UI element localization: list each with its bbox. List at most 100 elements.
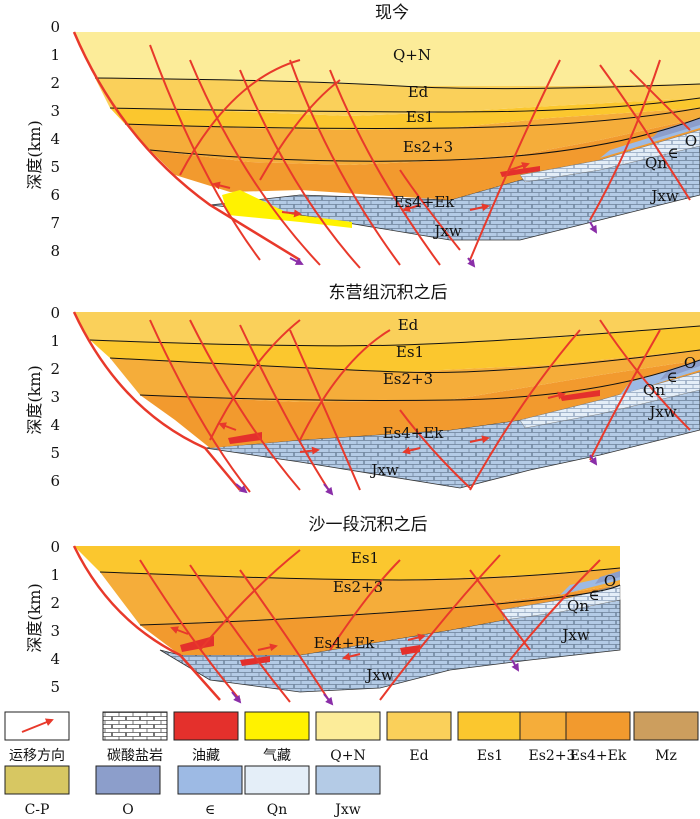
tick-label: 3 (50, 102, 60, 120)
jxw-basement (209, 134, 700, 241)
layer-es1 (74, 546, 620, 580)
legend-item: Qn (244, 765, 310, 818)
unit-label: Ed (398, 316, 419, 334)
legend-swatch (565, 711, 631, 741)
layer-qn (519, 129, 700, 183)
legend-label: 气藏 (263, 748, 291, 764)
horizon (124, 107, 700, 129)
layer-es4 (140, 360, 700, 448)
legend-item: 碳酸盐岩 (102, 711, 168, 764)
migration-arrow (212, 181, 231, 190)
migration-arrow (407, 633, 426, 642)
unit-label: Qn (643, 381, 665, 399)
unit-label: Ed (408, 83, 429, 101)
legend-label: Ed (409, 748, 428, 764)
unit-label: Es2+3 (403, 138, 453, 156)
unit-label: Es4+Ek (314, 634, 376, 652)
horizon (109, 349, 700, 374)
unit-label: ∈ (666, 368, 677, 386)
unit-label: Jxw (560, 626, 589, 644)
tick-label: 4 (50, 130, 60, 148)
tick-label: 5 (50, 158, 60, 176)
unit-label: Es2+3 (383, 370, 433, 388)
panel-title: 东营组沉积之后 (329, 283, 448, 303)
layer-es23 (110, 350, 700, 402)
tick-label: 0 (50, 304, 60, 322)
migration-arrow (170, 626, 189, 635)
legend-swatch (173, 711, 239, 741)
legend-item: O (95, 765, 161, 818)
legend-label: Mz (655, 748, 677, 764)
legend-label: 碳酸盐岩 (107, 748, 163, 764)
migration-arrows (212, 162, 530, 218)
horizon (99, 567, 621, 581)
down-arrows (289, 221, 598, 268)
layer-es4 (140, 585, 620, 655)
migration-arrow (509, 162, 530, 171)
unit-label: Jxw (369, 461, 398, 479)
tick-label: 5 (50, 678, 60, 696)
unit-label: O (684, 354, 696, 372)
legend-item: Q+N (315, 711, 381, 764)
oil-reservoir (228, 432, 262, 444)
unit-label: ∈ (588, 586, 599, 604)
legend-label: ∈ (205, 802, 215, 818)
migration-arrows (170, 626, 426, 661)
layer-es4 (150, 118, 700, 200)
panel-3: 沙一段沉积之后 0 1 2 3 4 5 深度(km) (25, 515, 621, 706)
tick-label: 2 (50, 74, 60, 92)
tick-label: 4 (50, 650, 60, 668)
boundary-fault (72, 31, 301, 262)
y-axis-label: 深度(km) (25, 365, 44, 434)
oil-reservoir (400, 645, 420, 655)
panel-2: 东营组沉积之后 0 1 2 3 4 5 6 深度(km) (25, 283, 700, 496)
down-arrows (231, 659, 520, 706)
layer-qn-strat (74, 32, 700, 86)
legend-label: Es2+3 (529, 748, 576, 764)
migration-arrow (469, 203, 490, 212)
tick-label: 8 (50, 242, 60, 260)
layer-es23 (125, 108, 700, 165)
legend-label: Q+N (330, 748, 365, 764)
legend-swatch (177, 765, 243, 795)
unit-label: Jxw (432, 222, 461, 240)
horizon (94, 77, 700, 90)
panel-title: 沙一段沉积之后 (309, 515, 428, 535)
legend-item: Es4+Ek (565, 711, 631, 764)
migration-arrow (299, 446, 320, 455)
boundary-fault (72, 545, 221, 701)
legend-item: Jxw (315, 765, 381, 818)
down-arrows (235, 454, 598, 496)
legend-swatch (244, 765, 310, 795)
unit-label: Q+N (393, 46, 431, 64)
unit-label: Jxw (647, 403, 676, 421)
legend-swatch (4, 765, 70, 795)
unit-label: O (685, 132, 697, 150)
legend-label: Jxw (333, 802, 361, 818)
y-ticks: 0 1 2 3 4 5 6 (50, 304, 60, 490)
legend-item: Es1 (457, 711, 523, 764)
unit-label: Jxw (364, 666, 393, 684)
legend-item: Mz (633, 711, 699, 764)
layer-es1 (90, 326, 700, 372)
tick-label: 2 (50, 360, 60, 378)
tick-label: 2 (50, 594, 60, 612)
faults (139, 549, 601, 703)
legend-swatch (102, 711, 168, 741)
boundary-fault (72, 311, 241, 491)
migration-arrows (218, 391, 566, 455)
panel-title: 现今 (375, 3, 409, 23)
horizon (109, 97, 700, 113)
tick-label: 5 (50, 444, 60, 462)
y-ticks: 0 1 2 3 4 5 6 7 8 (50, 18, 60, 260)
legend-label: Es4+Ek (570, 748, 627, 764)
tick-label: 3 (50, 388, 60, 406)
unit-label: Es1 (406, 108, 434, 126)
legend-swatch (633, 711, 699, 741)
y-ticks: 0 1 2 3 4 5 (50, 538, 60, 696)
migration-arrow (402, 446, 421, 455)
section-body: Q+N Ed Es1 Es2+3 Es4+Ek Jxw Qn ∈ O Jxw (72, 31, 700, 269)
layer-o (595, 571, 620, 584)
tick-label: 4 (50, 416, 60, 434)
